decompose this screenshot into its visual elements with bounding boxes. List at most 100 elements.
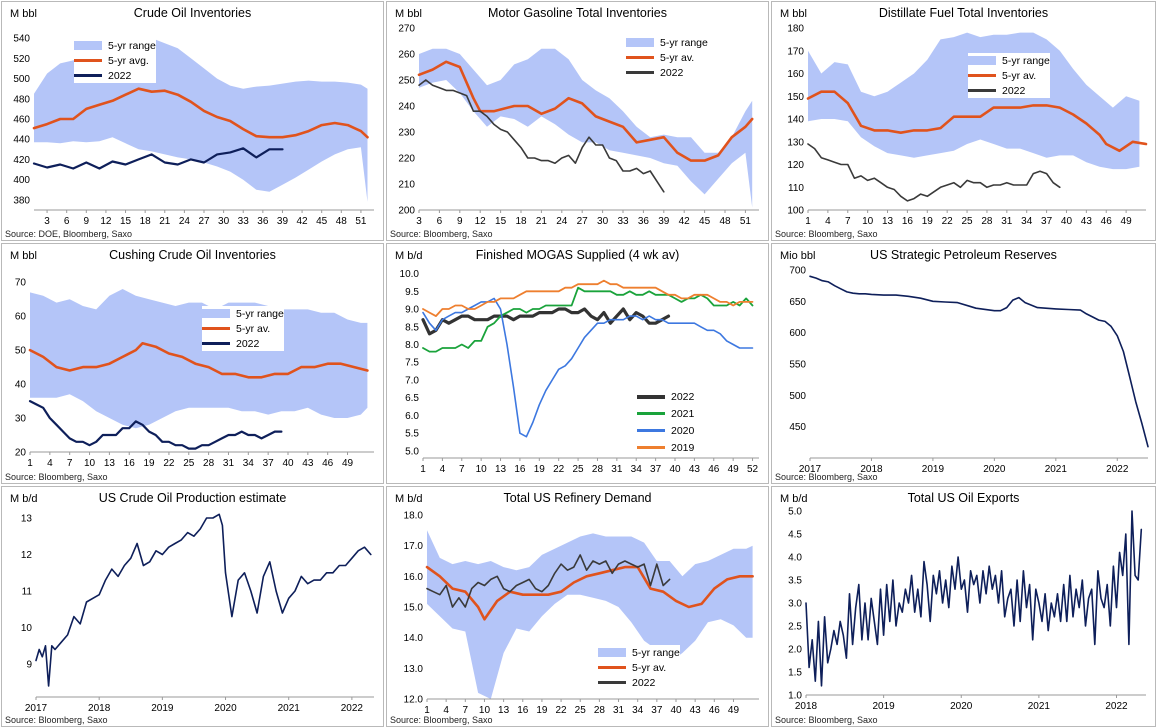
y-tick-distillate-1: 110 (788, 183, 804, 194)
legend-distillate: 5-yr range 5-yr av. 2022 (968, 53, 1050, 98)
series-line-refinery-2022 (426, 554, 671, 608)
x-tick-cushing-13: 40 (282, 458, 294, 469)
source-crudeprod: Source: Bloomberg, Saxo (5, 715, 108, 725)
x-tick-refinery-8: 25 (575, 705, 587, 716)
title-exports: Total US Oil Exports (907, 491, 1020, 505)
y-tick-mogas-9: 9.5 (405, 287, 419, 298)
series-line-cushing-5-yr-av- (28, 342, 369, 379)
x-tick-gasoline-14: 45 (699, 216, 711, 227)
y-tick-spr-4: 650 (789, 297, 806, 308)
y-tick-mogas-6: 8.0 (405, 340, 419, 351)
y-tick-exports-4: 3.0 (788, 599, 802, 610)
y-tick-crude-2: 420 (13, 155, 30, 166)
y-tick-distillate-4: 140 (787, 115, 804, 126)
x-tick-distillate-13: 40 (1061, 216, 1073, 227)
x-tick-spr-1: 2018 (860, 464, 883, 475)
y-tick-spr-3: 600 (789, 328, 806, 339)
x-tick-refinery-3: 10 (479, 705, 491, 716)
title-distillate: Distillate Fuel Total Inventories (878, 6, 1049, 20)
y-tick-mogas-4: 7.0 (405, 375, 419, 386)
chart-exports: 1.0 1.5 2.0 2.5 3.0 3.5 4.0 4.5 5.0 2018 2019 2020 2… (788, 507, 1146, 712)
series-line-refinery-5-yr-av- (425, 565, 754, 621)
y-tick-gasoline-6: 260 (398, 50, 415, 61)
x-tick-gasoline-8: 27 (577, 216, 589, 227)
x-tick-crudeprod-4: 2021 (278, 703, 301, 714)
y-unit-distillate: M bbl (780, 8, 807, 20)
x-tick-refinery-12: 37 (651, 705, 663, 716)
x-tick-cushing-2: 7 (67, 458, 73, 469)
x-tick-cushing-8: 25 (183, 458, 195, 469)
legend-avg-cushing: 5-yr av. (236, 322, 271, 335)
x-tick-gasoline-6: 21 (536, 216, 548, 227)
panel-crudeprod: 9 10 11 12 13 2017 2018 2019 2020 2021 2022 M b/d … (1, 486, 384, 727)
x-tick-mogas-15: 46 (708, 464, 720, 475)
x-tick-refinery-14: 43 (690, 705, 702, 716)
legend-avg-crude: 5-yr avg. (108, 54, 149, 67)
x-tick-mogas-5: 16 (514, 464, 526, 475)
y-tick-mogas-5: 7.5 (405, 358, 419, 369)
x-tick-spr-5: 2022 (1106, 464, 1129, 475)
legend-2022-crude: 2022 (108, 69, 132, 82)
x-tick-crudeprod-3: 2020 (214, 703, 237, 714)
x-tick-distillate-0: 1 (805, 216, 811, 227)
x-tick-crude-4: 15 (120, 216, 132, 227)
y-tick-distillate-2: 120 (787, 160, 804, 171)
source-gasoline: Source: Bloomberg, Saxo (390, 229, 493, 239)
x-tick-cushing-0: 1 (27, 458, 33, 469)
panel-distillate: 100 110 120 130 140 150 160 170 180 1 4 7 10 13 16 19 22… (771, 1, 1156, 241)
source-exports: Source: Bloomberg, Saxo (775, 715, 878, 725)
legend-crude: 5-yr range 5-yr avg. 2022 (74, 38, 156, 83)
y-tick-distillate-6: 160 (787, 69, 804, 80)
y-tick-crude-1: 400 (13, 175, 30, 186)
x-tick-gasoline-5: 18 (515, 216, 527, 227)
x-tick-spr-0: 2017 (799, 464, 822, 475)
range-band-distillate (808, 32, 1140, 170)
y-tick-gasoline-2: 220 (398, 154, 415, 165)
y-tick-refinery-1: 13.0 (404, 664, 424, 675)
y-tick-refinery-0: 12.0 (404, 695, 424, 706)
chart-cushing: 20 30 40 50 60 70 1 4 7 10 13 16 19 22 25 28 31 34 37 40 43 4… (15, 278, 374, 469)
y-tick-crudeprod-4: 13 (21, 513, 33, 524)
y-tick-refinery-4: 16.0 (404, 572, 424, 583)
source-distillate: Source: Bloomberg, Saxo (775, 229, 878, 239)
x-tick-exports-3: 2021 (1028, 701, 1051, 712)
source-refinery: Source: Bloomberg, Saxo (390, 715, 493, 725)
y-unit-mogas: M b/d (395, 250, 423, 262)
x-tick-refinery-10: 31 (613, 705, 625, 716)
x-tick-crude-14: 45 (316, 216, 328, 227)
y-tick-spr-5: 700 (789, 266, 806, 277)
x-tick-crudeprod-1: 2018 (88, 703, 111, 714)
x-tick-gasoline-9: 30 (597, 216, 609, 227)
x-tick-refinery-9: 28 (594, 705, 606, 716)
range-band-gasoline (419, 48, 753, 208)
x-tick-refinery-11: 34 (632, 705, 644, 716)
x-tick-gasoline-0: 3 (416, 216, 422, 227)
y-tick-cushing-1: 30 (15, 414, 27, 425)
y-tick-gasoline-4: 240 (398, 102, 415, 113)
y-tick-mogas-1: 5.5 (405, 429, 419, 440)
y-tick-refinery-3: 15.0 (404, 603, 424, 614)
y-tick-crudeprod-2: 11 (22, 587, 33, 598)
y-tick-distillate-0: 100 (787, 206, 804, 217)
series-line-cushing-2022 (28, 400, 283, 450)
x-tick-refinery-6: 19 (536, 705, 548, 716)
x-tick-refinery-16: 49 (728, 705, 740, 716)
x-tick-mogas-6: 19 (534, 464, 546, 475)
x-tick-distillate-1: 4 (825, 216, 831, 227)
legend-gasoline: 5-yr range 5-yr av. 2022 (626, 35, 708, 80)
panel-spr: 450 500 550 600 650 700 2017 2018 2019 2020 2021 20… (771, 243, 1156, 484)
panel-gasoline: 200 210 220 230 240 250 260 270 3 6 9 12 15 18 21 24 27 3… (386, 1, 769, 241)
x-tick-spr-2: 2019 (922, 464, 945, 475)
x-tick-distillate-11: 34 (1021, 216, 1033, 227)
title-spr: US Strategic Petroleum Reserves (870, 248, 1057, 262)
x-tick-gasoline-2: 9 (457, 216, 463, 227)
panel-refinery: 12.0 13.0 14.0 15.0 16.0 17.0 18.0 1 4 7 10 13 16 19 2… (386, 486, 769, 727)
x-tick-crude-11: 36 (257, 216, 269, 227)
x-tick-gasoline-10: 33 (617, 216, 629, 227)
title-gasoline: Motor Gasoline Total Inventories (487, 6, 668, 20)
legend-band-refinery: 5-yr range (632, 646, 680, 659)
x-tick-crudeprod-0: 2017 (25, 703, 48, 714)
y-tick-exports-1: 1.5 (788, 668, 802, 679)
y-unit-gasoline: M bbl (395, 8, 422, 20)
series-line-exports-exports (805, 510, 1143, 687)
